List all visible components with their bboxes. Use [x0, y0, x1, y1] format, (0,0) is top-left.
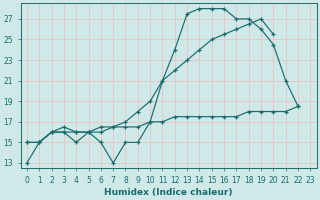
X-axis label: Humidex (Indice chaleur): Humidex (Indice chaleur) [104, 188, 233, 197]
